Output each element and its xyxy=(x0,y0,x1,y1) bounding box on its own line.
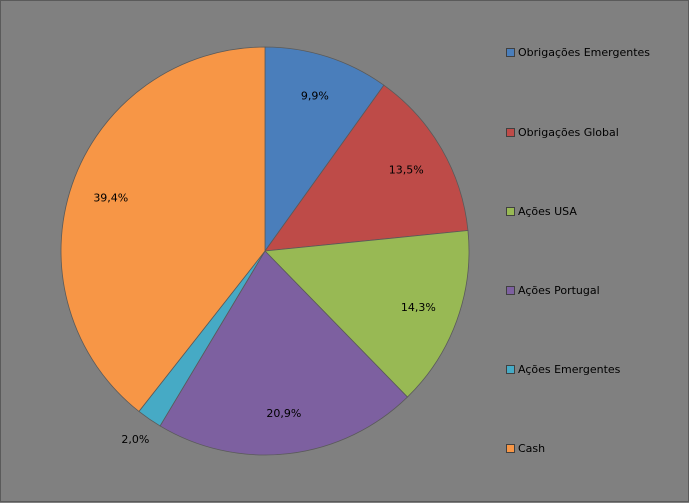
legend-swatch xyxy=(506,443,515,453)
legend-item-cash: Cash xyxy=(506,441,545,455)
data-label-acoes-usa: 14,3% xyxy=(401,301,436,314)
legend-label: Ações Emergentes xyxy=(518,362,621,376)
legend-item-acoes-usa: Ações USA xyxy=(506,204,577,218)
legend-label: Obrigações Global xyxy=(518,125,619,139)
legend-item-obrigacoes-global: Obrigações Global xyxy=(506,125,619,139)
legend-item-acoes-portugal: Ações Portugal xyxy=(506,283,600,297)
data-label-cash: 39,4% xyxy=(93,192,128,205)
data-label-obrigacoes-emergentes: 9,9% xyxy=(301,90,329,103)
legend-swatch xyxy=(506,285,515,295)
pie-slice-obrigacoes-global xyxy=(264,84,469,252)
legend-item-obrigacoes-emergentes: Obrigações Emergentes xyxy=(506,45,650,59)
legend-item-acoes-emergentes: Ações Emergentes xyxy=(506,362,620,376)
pie-slices xyxy=(60,46,470,456)
legend-swatch xyxy=(506,47,515,57)
legend-label: Cash xyxy=(518,441,546,455)
legend-swatch xyxy=(506,364,515,374)
legend-label: Ações USA xyxy=(518,204,577,218)
legend-label: Obrigações Emergentes xyxy=(518,45,651,59)
pie-data-labels: 9,9% 13,5% 14,3% 20,9% 2,0% 39,4% xyxy=(93,90,436,447)
data-label-acoes-portugal: 20,9% xyxy=(266,407,301,420)
legend-swatch xyxy=(506,127,515,137)
legend-swatch xyxy=(506,206,515,216)
pie-slice-acoes-portugal xyxy=(159,250,408,456)
legend-label: Ações Portugal xyxy=(518,283,600,297)
data-label-obrigacoes-global: 13,5% xyxy=(389,163,424,176)
pie-slice-cash xyxy=(60,46,266,412)
pie-slice-obrigacoes-emergentes xyxy=(264,46,385,253)
pie-slice-acoes-usa xyxy=(264,230,470,398)
data-label-acoes-emergentes: 2,0% xyxy=(121,433,149,446)
